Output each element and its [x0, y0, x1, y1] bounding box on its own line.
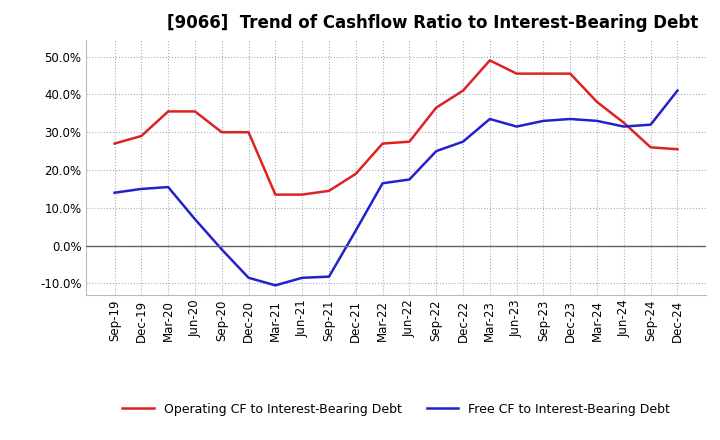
Operating CF to Interest-Bearing Debt [673, 147, 682, 152]
Operating CF to Interest-Bearing Debt [485, 58, 494, 63]
Free CF to Interest-Bearing Debt [647, 122, 655, 127]
Free CF to Interest-Bearing Debt [513, 124, 521, 129]
Free CF to Interest-Bearing Debt [485, 116, 494, 121]
Operating CF to Interest-Bearing Debt [619, 120, 628, 125]
Free CF to Interest-Bearing Debt [325, 274, 333, 279]
Operating CF to Interest-Bearing Debt [593, 99, 601, 105]
Operating CF to Interest-Bearing Debt [217, 130, 226, 135]
Free CF to Interest-Bearing Debt [593, 118, 601, 124]
Operating CF to Interest-Bearing Debt [378, 141, 387, 146]
Free CF to Interest-Bearing Debt [110, 190, 119, 195]
Operating CF to Interest-Bearing Debt [271, 192, 279, 197]
Operating CF to Interest-Bearing Debt [405, 139, 414, 144]
Free CF to Interest-Bearing Debt [298, 275, 307, 280]
Legend: Operating CF to Interest-Bearing Debt, Free CF to Interest-Bearing Debt: Operating CF to Interest-Bearing Debt, F… [117, 398, 675, 421]
Free CF to Interest-Bearing Debt [566, 116, 575, 121]
Free CF to Interest-Bearing Debt [351, 228, 360, 233]
Operating CF to Interest-Bearing Debt [539, 71, 548, 76]
Free CF to Interest-Bearing Debt [244, 275, 253, 280]
Operating CF to Interest-Bearing Debt [325, 188, 333, 194]
Line: Operating CF to Interest-Bearing Debt: Operating CF to Interest-Bearing Debt [114, 60, 678, 194]
Operating CF to Interest-Bearing Debt [459, 88, 467, 93]
Operating CF to Interest-Bearing Debt [432, 105, 441, 110]
Operating CF to Interest-Bearing Debt [566, 71, 575, 76]
Free CF to Interest-Bearing Debt [191, 216, 199, 222]
Operating CF to Interest-Bearing Debt [110, 141, 119, 146]
Free CF to Interest-Bearing Debt [217, 247, 226, 252]
Operating CF to Interest-Bearing Debt [137, 133, 145, 139]
Operating CF to Interest-Bearing Debt [191, 109, 199, 114]
Operating CF to Interest-Bearing Debt [164, 109, 173, 114]
Free CF to Interest-Bearing Debt [673, 88, 682, 93]
Free CF to Interest-Bearing Debt [619, 124, 628, 129]
Free CF to Interest-Bearing Debt [378, 181, 387, 186]
Operating CF to Interest-Bearing Debt [513, 71, 521, 76]
Line: Free CF to Interest-Bearing Debt: Free CF to Interest-Bearing Debt [114, 91, 678, 286]
Operating CF to Interest-Bearing Debt [647, 145, 655, 150]
Free CF to Interest-Bearing Debt [271, 283, 279, 288]
Text: [9066]  Trend of Cashflow Ratio to Interest-Bearing Debt: [9066] Trend of Cashflow Ratio to Intere… [167, 15, 698, 33]
Operating CF to Interest-Bearing Debt [298, 192, 307, 197]
Operating CF to Interest-Bearing Debt [244, 130, 253, 135]
Free CF to Interest-Bearing Debt [137, 186, 145, 191]
Free CF to Interest-Bearing Debt [405, 177, 414, 182]
Free CF to Interest-Bearing Debt [164, 184, 173, 190]
Free CF to Interest-Bearing Debt [432, 148, 441, 154]
Free CF to Interest-Bearing Debt [459, 139, 467, 144]
Free CF to Interest-Bearing Debt [539, 118, 548, 124]
Operating CF to Interest-Bearing Debt [351, 171, 360, 176]
